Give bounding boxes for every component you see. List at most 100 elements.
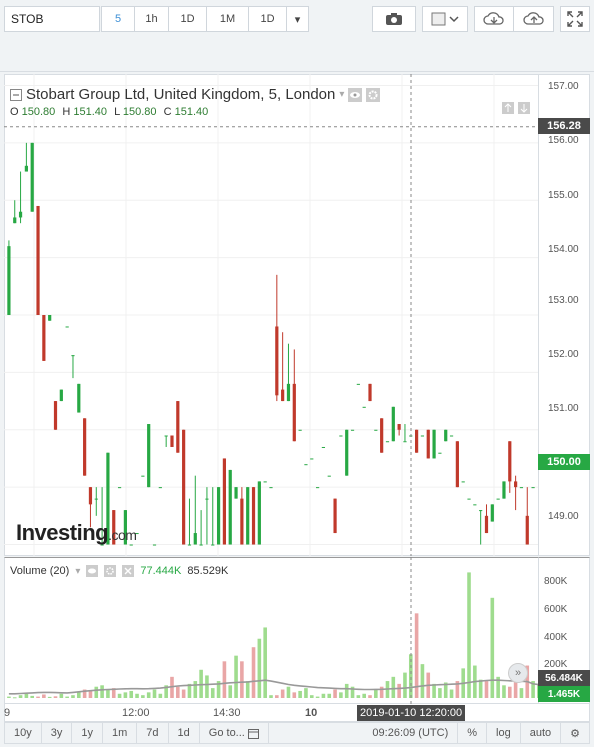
goto-label: Go to... — [208, 727, 245, 739]
candle-body — [71, 355, 75, 357]
candle-body — [152, 544, 157, 546]
series-title: Stobart Group Ltd, United Kingdom, 5, Lo… — [26, 86, 336, 103]
interval-1d-label: 1D — [180, 13, 195, 25]
candle-body — [129, 544, 133, 546]
volume-bar — [478, 679, 483, 698]
volume-pane[interactable] — [4, 557, 538, 704]
chevron-down-icon[interactable]: ▾ — [75, 565, 81, 577]
open-label: O — [10, 106, 19, 118]
chevron-down-icon[interactable]: ▾ — [339, 89, 345, 100]
range-10y[interactable]: 10y — [5, 722, 42, 744]
candle-body — [164, 435, 168, 437]
log-toggle[interactable]: log — [487, 722, 521, 744]
candle-body — [158, 487, 162, 489]
candle-body — [216, 487, 221, 545]
volume-bar — [513, 681, 518, 698]
volume-chart-svg — [7, 557, 538, 704]
volume-bar — [309, 695, 314, 698]
low-label: L — [114, 106, 120, 118]
collapse-icon[interactable] — [10, 88, 22, 101]
time-axis[interactable] — [4, 704, 590, 722]
candle-body — [479, 510, 483, 512]
candle-body — [246, 487, 250, 545]
scroll-to-realtime-button[interactable]: » — [508, 663, 528, 683]
candle-body — [350, 429, 355, 431]
volume-bar — [59, 693, 64, 698]
range-3y[interactable]: 3y — [42, 722, 73, 744]
price-tick: 155.00 — [548, 190, 579, 201]
range-1y[interactable]: 1y — [72, 722, 103, 744]
candle-body — [205, 498, 209, 500]
chevron-down-icon: ▾ — [294, 13, 301, 26]
gear-icon[interactable] — [104, 565, 117, 577]
candle-body — [199, 544, 203, 546]
volume-bar — [222, 661, 227, 698]
candle-body — [362, 406, 366, 408]
candle-body — [170, 435, 174, 447]
interval-1m-label: 1M — [219, 13, 236, 25]
symbol-input[interactable]: STOB — [4, 6, 100, 32]
utc-clock[interactable]: 09:26:09 (UTC) — [363, 722, 459, 744]
candle-body — [24, 165, 28, 172]
candle-body — [496, 498, 500, 500]
pane-buttons — [502, 102, 530, 114]
volume-bar — [82, 689, 87, 698]
fullscreen-button[interactable] — [560, 6, 590, 32]
cloud-save-button[interactable] — [514, 6, 554, 32]
interval-chevron-button[interactable]: ▾ — [287, 6, 309, 32]
interval-1h-label: 1h — [145, 13, 158, 25]
volume-tag: 1.465K — [538, 686, 590, 702]
candle-body — [135, 533, 139, 535]
candle-body — [508, 441, 512, 482]
time-tick: 12:00 — [122, 707, 150, 719]
goto-button[interactable]: Go to... — [200, 722, 269, 744]
time-tick: 14:30 — [213, 707, 241, 719]
range-1m[interactable]: 1m — [103, 722, 138, 744]
auto-toggle[interactable]: auto — [521, 722, 562, 744]
volume-bar — [286, 686, 291, 698]
cloud-load-button[interactable] — [474, 6, 514, 32]
bottom-bar: 10y 3y 1y 1m 7d 1d Go to... 09:26:09 (UT… — [4, 722, 590, 744]
close-icon[interactable] — [122, 565, 135, 577]
candle-body — [420, 435, 425, 437]
percent-toggle[interactable]: % — [458, 722, 488, 744]
candle-body — [298, 429, 302, 431]
candle-body — [461, 481, 465, 483]
interval-1h[interactable]: 1h — [135, 6, 169, 32]
settings-button[interactable]: ⚙ — [561, 722, 589, 744]
move-down-icon[interactable] — [518, 102, 530, 114]
range-7d[interactable]: 7d — [137, 722, 169, 744]
gear-icon[interactable] — [366, 87, 381, 102]
range-1d[interactable]: 1d — [169, 722, 200, 744]
price-axis[interactable] — [538, 74, 590, 556]
move-up-icon[interactable] — [502, 102, 514, 114]
chart-style-button[interactable] — [422, 6, 468, 32]
eye-icon[interactable] — [86, 565, 99, 577]
volume-bar — [24, 693, 29, 698]
candle-body — [281, 389, 285, 402]
volume-bar — [374, 689, 378, 698]
eye-icon[interactable] — [348, 87, 363, 102]
price-tick: 154.00 — [548, 244, 579, 255]
price-chart-svg — [4, 74, 538, 556]
volume-bar — [245, 681, 250, 698]
screenshot-button[interactable] — [372, 6, 416, 32]
volume-bar — [216, 681, 221, 698]
interval-1d[interactable]: 1D — [169, 6, 207, 32]
interval-5[interactable]: 5 — [101, 6, 135, 32]
interval-1d-dropdown[interactable]: 1D — [249, 6, 287, 32]
candle-body — [42, 315, 46, 361]
low-value: 150.80 — [122, 106, 157, 118]
cloud-download-icon — [483, 11, 505, 27]
candle-body — [83, 418, 87, 476]
volume-value: 77.444K — [140, 565, 182, 577]
volume-bar — [467, 572, 471, 698]
interval-1m[interactable]: 1M — [207, 6, 249, 32]
logo-text: Investing — [16, 520, 109, 545]
candle-body — [444, 429, 448, 442]
volume-bar — [240, 661, 244, 698]
candle-body — [117, 487, 122, 489]
volume-bar — [88, 690, 93, 698]
volume-bar — [432, 683, 436, 698]
candle-body — [176, 401, 180, 453]
